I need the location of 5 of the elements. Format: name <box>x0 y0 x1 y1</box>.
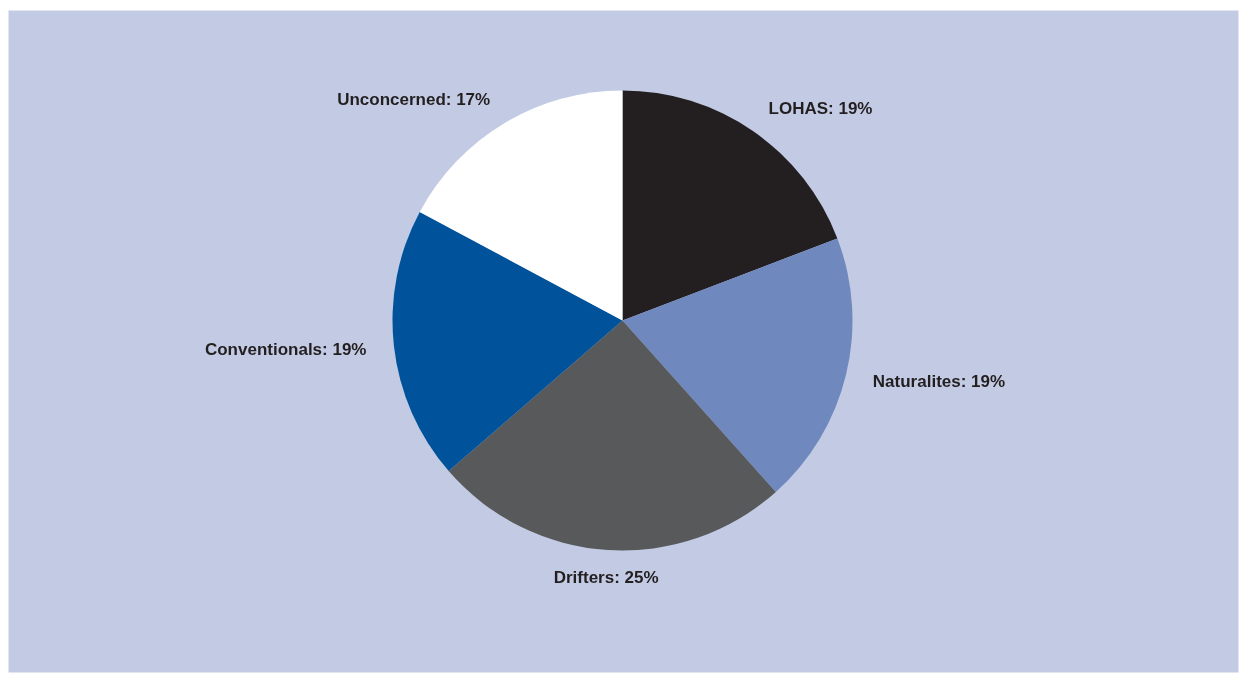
slice-label: Naturalites: 19% <box>872 371 1006 391</box>
slice-label: Drifters: 25% <box>553 568 659 588</box>
slice-label: Conventionals: 19% <box>204 339 367 359</box>
slice-label: LOHAS: 19% <box>768 98 873 118</box>
slice-label: Unconcerned: 17% <box>337 89 491 109</box>
